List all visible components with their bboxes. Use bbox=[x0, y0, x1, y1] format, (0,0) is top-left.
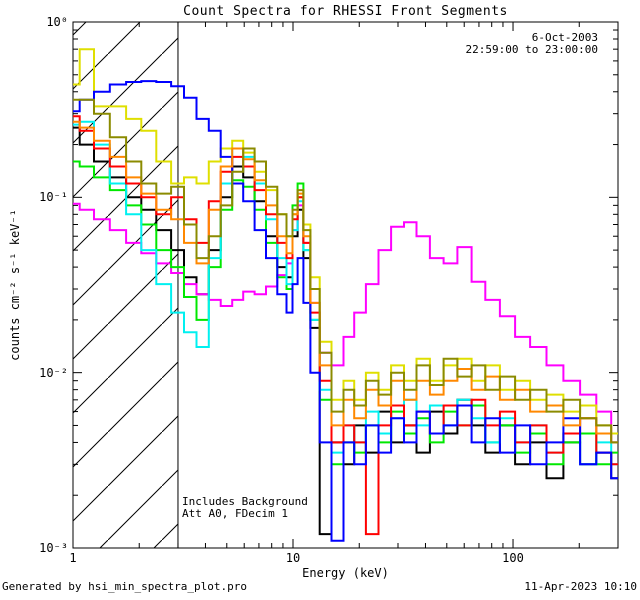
render-timestamp: 11-Apr-2023 10:10 bbox=[524, 580, 637, 593]
y-axis-title: counts cm⁻² s⁻¹ keV⁻¹ bbox=[8, 209, 22, 361]
x-axis-title: Energy (keV) bbox=[302, 566, 389, 580]
annotation-background: Includes Background bbox=[182, 495, 308, 508]
observation-time-range: 22:59:00 to 23:00:00 bbox=[465, 43, 598, 56]
x-tick-label: 10 bbox=[285, 551, 301, 565]
spectrum-curve-7F bbox=[73, 80, 618, 542]
x-tick-label: 100 bbox=[502, 551, 524, 565]
spectrum-curve-9F bbox=[73, 98, 618, 444]
y-tick-label: 10⁻² bbox=[39, 365, 68, 380]
y-tick-label: 10⁰ bbox=[46, 15, 68, 29]
spectra-curves bbox=[73, 48, 618, 542]
plot-annotation: Includes Background Att A0, FDecim 1 bbox=[182, 496, 308, 520]
y-tick-label: 10⁻¹ bbox=[39, 190, 68, 205]
y-tick-label: 10⁻³ bbox=[39, 541, 68, 555]
x-tick-label: 1 bbox=[69, 551, 77, 565]
page-title: Count Spectra for RHESSI Front Segments bbox=[183, 4, 508, 19]
generator-credit: Generated by hsi_min_spectra_plot.pro bbox=[2, 580, 248, 593]
annotation-attenuator: Att A0, FDecim 1 bbox=[182, 507, 288, 520]
observation-date: 6-Oct-2003 bbox=[531, 31, 598, 44]
plot-frame bbox=[72, 21, 619, 549]
